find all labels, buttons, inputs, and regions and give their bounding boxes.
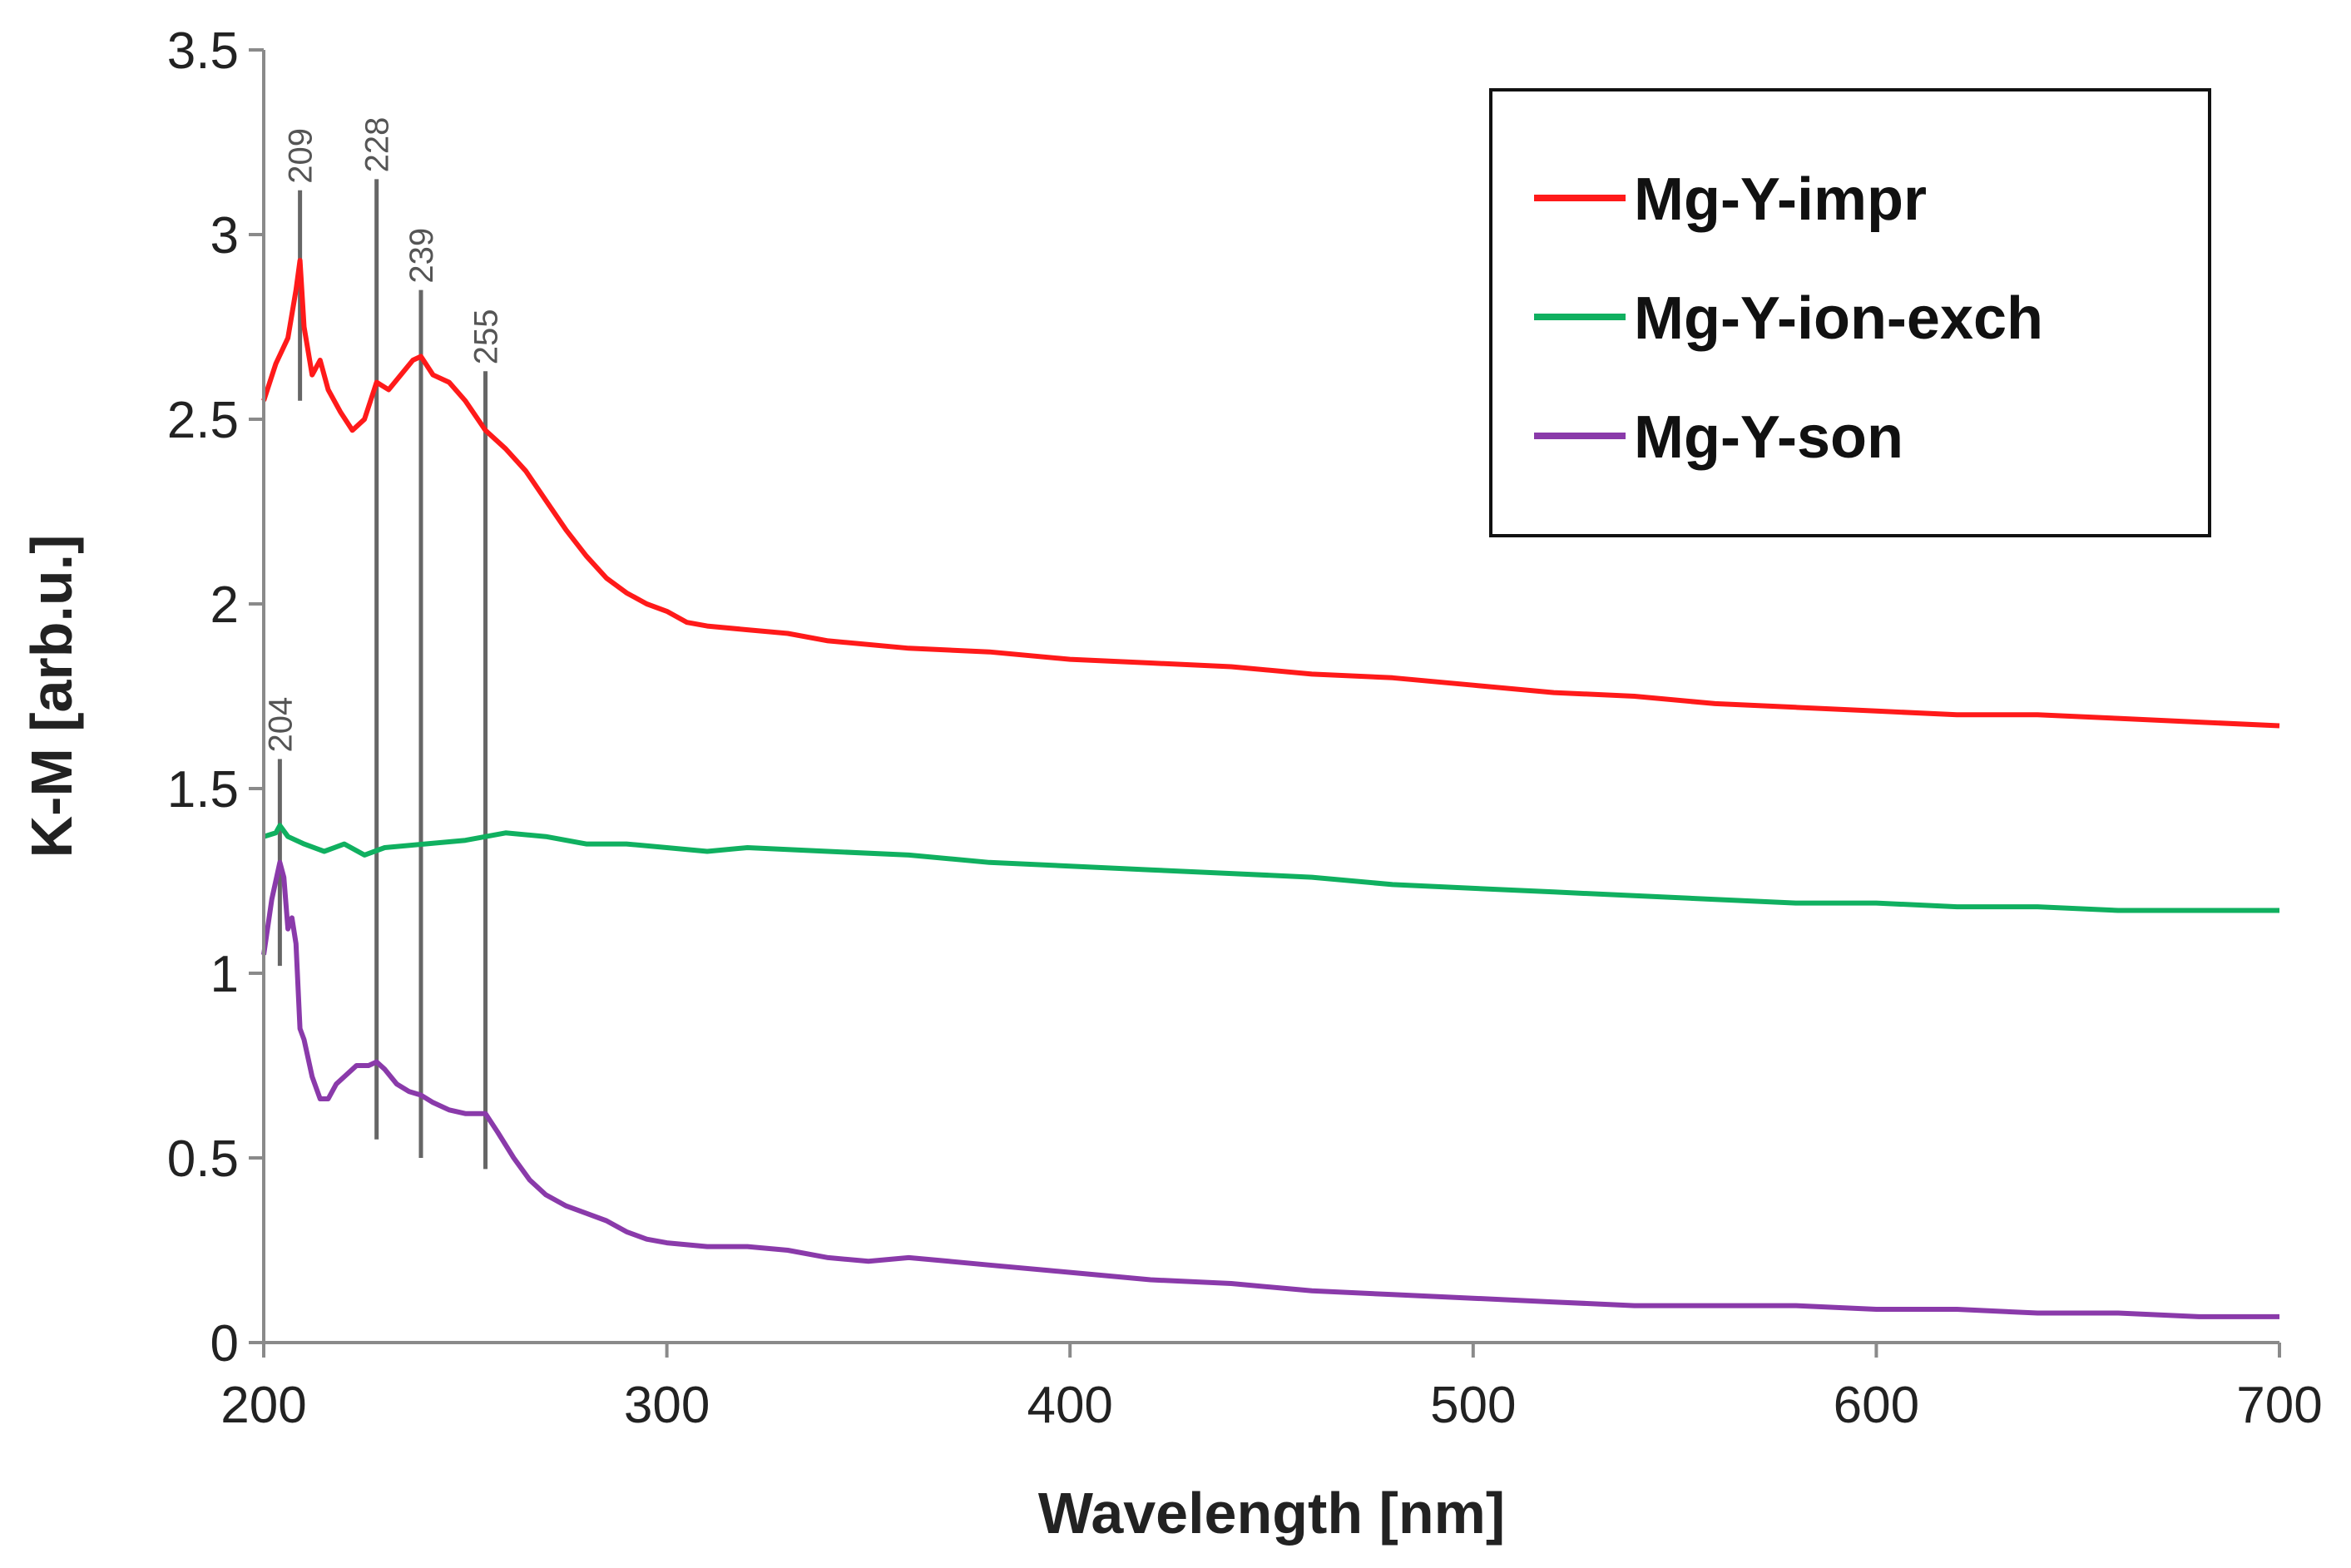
- series-line-mg-y-son: [261, 859, 2279, 1319]
- legend: Mg-Y-impr Mg-Y-ion-exch Mg-Y-son: [1489, 88, 2211, 537]
- peak-label: 228: [359, 117, 396, 173]
- y-tick-label: 0.5: [167, 1130, 239, 1188]
- y-tick-label: 1.5: [167, 761, 239, 819]
- series-line-mg-y-impr: [261, 258, 2280, 729]
- series-lines: [261, 258, 2280, 1319]
- legend-label: Mg-Y-son: [1634, 404, 1903, 471]
- x-tick-label: 700: [2236, 1377, 2322, 1434]
- series-line-mg-y-ion-exch: [263, 823, 2279, 913]
- axes: 0 0.5 1 1.5 2 2.5 3 3.5 200 300 400 500 600 700: [167, 22, 2323, 1434]
- x-tick-label: 200: [220, 1377, 306, 1434]
- legend-label: Mg-Y-impr: [1634, 166, 1927, 233]
- y-tick-label: 2.5: [167, 392, 239, 449]
- x-tick-label: 500: [1430, 1377, 1516, 1434]
- x-tick-label: 300: [624, 1377, 710, 1434]
- legend-label: Mg-Y-ion-exch: [1634, 285, 2043, 352]
- peak-label: 239: [403, 228, 440, 284]
- y-tick-label: 3.5: [167, 22, 239, 80]
- x-tick-label: 600: [1834, 1377, 1919, 1434]
- y-tick-label: 3: [210, 207, 239, 265]
- x-tick-label: 400: [1027, 1377, 1112, 1434]
- peak-label: 255: [468, 309, 505, 365]
- y-tick-label: 0: [210, 1315, 239, 1373]
- y-axis-title: K-M [arb.u.]: [19, 535, 84, 858]
- x-axis-title: Wavelength [nm]: [1038, 1481, 1505, 1546]
- y-tick-label: 2: [210, 576, 239, 634]
- y-tick-label: 1: [210, 946, 239, 1003]
- legend-box: [1489, 88, 2211, 537]
- peak-label: 204: [262, 697, 299, 753]
- peak-annotations: 209 228 239 255 204: [262, 117, 505, 1170]
- peak-label: 209: [283, 128, 319, 184]
